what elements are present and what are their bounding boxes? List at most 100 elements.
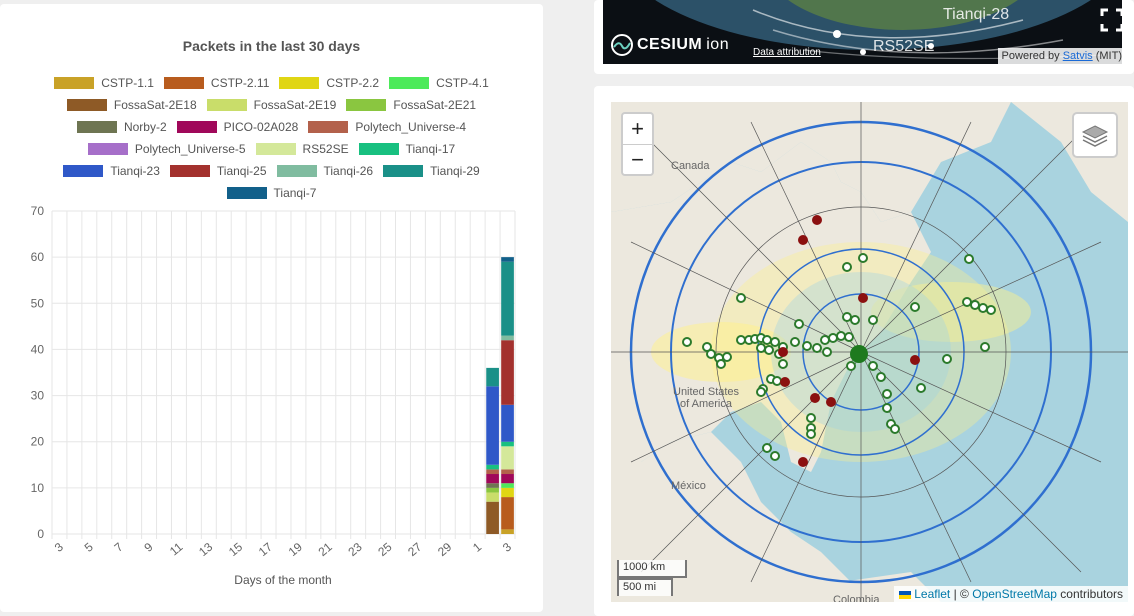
cesium-globe-view[interactable]: Tianqi-28 RS52SE CESIUM ion Data attribu… — [603, 0, 1122, 64]
legend-item[interactable]: RS52SE — [255, 142, 349, 156]
ground-station-marker[interactable] — [828, 333, 838, 343]
ground-station-marker[interactable] — [722, 352, 732, 362]
data-attribution-link[interactable]: Data attribution — [753, 47, 821, 58]
leaflet-link[interactable]: Leaflet — [914, 587, 951, 601]
legend-item[interactable]: PICO-02A028 — [176, 120, 298, 134]
legend-item[interactable]: Tianqi-26 — [276, 164, 373, 178]
legend-item[interactable]: CSTP-2.11 — [163, 76, 269, 90]
packet-marker[interactable] — [910, 355, 920, 365]
ground-station-marker[interactable] — [842, 262, 852, 272]
ground-station-marker[interactable] — [806, 413, 816, 423]
bar-segment[interactable] — [501, 487, 514, 498]
packet-marker[interactable] — [858, 293, 868, 303]
zoom-in-button[interactable]: + — [631, 116, 644, 141]
ground-station-marker[interactable] — [844, 332, 854, 342]
bar-segment[interactable] — [501, 483, 514, 488]
satvis-link[interactable]: Satvis — [1062, 50, 1093, 62]
ground-station-marker[interactable] — [846, 361, 856, 371]
fullscreen-icon[interactable] — [1100, 8, 1122, 32]
bar-segment[interactable] — [501, 404, 514, 442]
packet-marker[interactable] — [812, 215, 822, 225]
packet-marker[interactable] — [826, 397, 836, 407]
layers-control-button[interactable] — [1072, 112, 1118, 158]
legend-item[interactable]: FossaSat-2E18 — [66, 98, 197, 112]
ground-station-marker[interactable] — [822, 347, 832, 357]
ground-station-marker[interactable] — [916, 383, 926, 393]
bar-segment[interactable] — [501, 529, 514, 534]
ground-station-marker[interactable] — [842, 312, 852, 322]
ground-station-marker[interactable] — [962, 297, 972, 307]
ground-station-marker[interactable] — [910, 302, 920, 312]
ground-station-marker[interactable] — [806, 429, 816, 439]
bar-segment[interactable] — [486, 483, 499, 488]
ground-station-marker[interactable] — [868, 315, 878, 325]
ground-station-marker[interactable] — [986, 305, 996, 315]
legend-item[interactable]: Polytech_Universe-4 — [308, 120, 466, 134]
ground-station-marker[interactable] — [942, 354, 952, 364]
legend-item[interactable]: FossaSat-2E21 — [346, 98, 476, 112]
ground-station-marker[interactable] — [812, 343, 822, 353]
bar-segment[interactable] — [501, 446, 514, 470]
packet-marker[interactable] — [780, 377, 790, 387]
ground-station-marker[interactable] — [778, 359, 788, 369]
legend-item[interactable]: CSTP-2.2 — [279, 76, 379, 90]
ground-station-marker[interactable] — [706, 349, 716, 359]
ground-station-marker[interactable] — [868, 361, 878, 371]
bar-segment[interactable] — [501, 474, 514, 484]
bar-segment[interactable] — [501, 497, 514, 530]
ground-station-marker[interactable] — [820, 335, 830, 345]
packet-marker[interactable] — [778, 347, 788, 357]
legend-item[interactable]: Norby-2 — [76, 120, 167, 134]
bar-segment[interactable] — [486, 386, 499, 465]
legend-item[interactable]: FossaSat-2E19 — [206, 98, 336, 112]
ground-station-marker[interactable] — [964, 254, 974, 264]
ground-station-marker[interactable] — [836, 331, 846, 341]
ground-station-marker[interactable] — [794, 319, 804, 329]
bar-segment[interactable] — [486, 367, 499, 387]
bar-segment[interactable] — [486, 474, 499, 484]
legend-item[interactable]: Tianqi-29 — [383, 164, 480, 178]
packet-marker[interactable] — [798, 457, 808, 467]
ground-station-marker[interactable] — [736, 335, 746, 345]
legend-item[interactable]: Tianqi-7 — [226, 186, 316, 200]
ground-station-marker[interactable] — [764, 345, 774, 355]
legend-item[interactable]: CSTP-1.1 — [54, 76, 154, 90]
ground-station-marker[interactable] — [876, 372, 886, 382]
ground-station-marker[interactable] — [756, 343, 766, 353]
ground-station-marker[interactable] — [882, 403, 892, 413]
bar-segment[interactable] — [501, 340, 514, 405]
bar-segment[interactable] — [486, 487, 499, 493]
bar-segment[interactable] — [501, 469, 514, 475]
ground-station-marker[interactable] — [716, 359, 726, 369]
ground-station-marker[interactable] — [802, 341, 812, 351]
ground-station-marker[interactable] — [772, 376, 782, 386]
cesium-ion-logo[interactable]: CESIUM ion — [611, 34, 729, 56]
ground-station-marker[interactable] — [858, 253, 868, 263]
bar-segment[interactable] — [501, 335, 514, 341]
packet-marker[interactable] — [798, 235, 808, 245]
legend-item[interactable]: Tianqi-23 — [63, 164, 160, 178]
bar-segment[interactable] — [501, 441, 514, 447]
zoom-out-button[interactable]: − — [623, 144, 652, 174]
bar-segment[interactable] — [501, 261, 514, 336]
ground-station-marker[interactable] — [682, 337, 692, 347]
ground-station-marker[interactable] — [756, 387, 766, 397]
bar-segment[interactable] — [486, 469, 499, 475]
bar-segment[interactable] — [486, 464, 499, 470]
legend-item[interactable]: CSTP-4.1 — [389, 76, 489, 90]
ground-station-marker[interactable] — [850, 315, 860, 325]
ground-station-marker[interactable] — [882, 389, 892, 399]
ground-station-marker[interactable] — [770, 337, 780, 347]
osm-link[interactable]: OpenStreetMap — [972, 587, 1057, 601]
station-cluster-marker[interactable] — [850, 345, 868, 363]
packet-marker[interactable] — [810, 393, 820, 403]
legend-item[interactable]: Polytech_Universe-5 — [87, 142, 246, 156]
ground-station-marker[interactable] — [790, 337, 800, 347]
ground-station-marker[interactable] — [736, 293, 746, 303]
ground-station-marker[interactable] — [890, 424, 900, 434]
ground-station-marker[interactable] — [980, 342, 990, 352]
ground-station-marker[interactable] — [770, 451, 780, 461]
bar-segment[interactable] — [486, 501, 499, 534]
leaflet-map[interactable]: Canada United States of America México C… — [611, 102, 1128, 602]
legend-item[interactable]: Tianqi-17 — [358, 142, 455, 156]
